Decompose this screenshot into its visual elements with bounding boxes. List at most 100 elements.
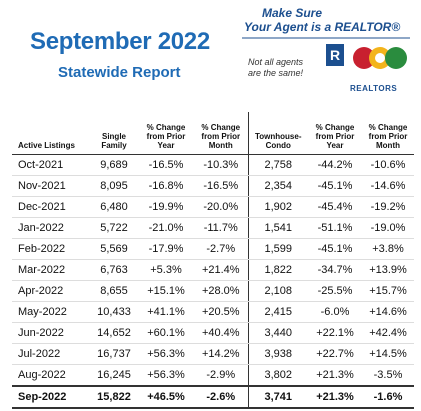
table-cell: -44.2% [308,154,362,176]
table-row: Sep-2022 15,822 +46.5% -2.6% 3,741 +21.3% -1.6… [12,385,414,409]
table-cell: +15.1% [138,280,194,302]
table-cell: -1.6% [362,385,414,409]
table-cell: -2.7% [194,238,248,260]
column-header: Active Listings [12,112,90,155]
table-cell: Dec-2021 [12,196,90,218]
table-cell: +5.3% [138,259,194,281]
table-cell: +13.9% [362,259,414,281]
table-cell: 6,763 [90,259,138,281]
table-cell: -16.5% [194,175,248,197]
table-row: Feb-2022 5,569 -17.9% -2.7% 1,599 -45.1% +3.8% [12,238,414,260]
table-cell: Feb-2022 [12,238,90,260]
table-cell: -10.6% [362,154,414,176]
table-cell: Mar-2022 [12,259,90,281]
table-cell: 3,938 [247,343,308,365]
table-cell: -20.0% [194,196,248,218]
table-cell: -21.0% [138,217,194,239]
table-cell: 5,569 [90,238,138,260]
table-cell: -16.5% [138,154,194,176]
table-cell: 2,758 [247,154,308,176]
table-cell: +41.1% [138,301,194,323]
table-cell: 1,902 [247,196,308,218]
table-cell: -34.7% [308,259,362,281]
table-cell: +56.3% [138,364,194,387]
table-cell: 3,741 [247,385,308,409]
table-row: May-2022 10,433 +41.1% +20.5% 2,415 -6.0% +14.… [12,301,414,323]
column-header: Townhouse-Condo [247,112,308,155]
table-cell: +14.2% [194,343,248,365]
logo-text: Make Sure [262,6,323,20]
table-cell: Nov-2021 [12,175,90,197]
table-cell: 1,541 [247,217,308,239]
table-cell: +46.5% [138,385,194,409]
table-cell: -45.1% [308,175,362,197]
table-row: Dec-2021 6,480 -19.9% -20.0% 1,902 -45.4% -19.… [12,196,414,218]
title: September 2022 [30,28,210,55]
table-cell: +42.4% [362,322,414,344]
table-cell: -19.2% [362,196,414,218]
table-cell: 8,655 [90,280,138,302]
logo-text: are the same! [248,68,304,78]
table-cell: -17.9% [138,238,194,260]
table-cell: -11.7% [194,217,248,239]
header-row: Active Listings Single Family % Change fro… [12,112,414,155]
table-cell: +14.6% [362,301,414,323]
table-cell: +15.7% [362,280,414,302]
table-row: Mar-2022 6,763 +5.3% +21.4% 1,822 -34.7% +13.9… [12,259,414,281]
subtitle: Statewide Report [58,64,181,81]
table-row: Apr-2022 8,655 +15.1% +28.0% 2,108 -25.5% +15.… [12,280,414,302]
table-row: Oct-2021 9,689 -16.5% -10.3% 2,758 -44.2% -10.… [12,154,414,176]
table-cell: 3,440 [247,322,308,344]
table-cell: -45.4% [308,196,362,218]
svg-text:R: R [330,47,340,63]
logo-text: REALTORS [350,84,398,93]
table-cell: 3,802 [247,364,308,387]
table-cell: +22.1% [308,322,362,344]
table-cell: +56.3% [138,343,194,365]
table-cell: -3.5% [362,364,414,387]
logo-graphics: R [242,37,410,69]
table-cell: -16.8% [138,175,194,197]
table-cell: -19.9% [138,196,194,218]
table-cell: -2.6% [194,385,248,409]
table-cell: +60.1% [138,322,194,344]
table-cell: Jul-2022 [12,343,90,365]
table-cell: 6,480 [90,196,138,218]
logo-text: Not all agents [248,57,304,67]
table-cell: +20.5% [194,301,248,323]
table-cell: 2,415 [247,301,308,323]
table-cell: Jun-2022 [12,322,90,344]
table-cell: 15,822 [90,385,138,409]
table-cell: -51.1% [308,217,362,239]
table-cell: -2.9% [194,364,248,387]
listings-table: Active Listings Single Family % Change fro… [12,112,414,409]
table-cell: 10,433 [90,301,138,323]
table-cell: -14.6% [362,175,414,197]
table-cell: 8,095 [90,175,138,197]
column-header: % Change from Prior Year [308,112,362,155]
table-cell: 9,689 [90,154,138,176]
table-row: Jun-2022 14,652 +60.1% +40.4% 3,440 +22.1% +42… [12,322,414,344]
table-cell: +21.4% [194,259,248,281]
table-cell: Sep-2022 [12,385,90,409]
column-header: Single Family [90,112,138,155]
logo-text: Your Agent is a REALTOR® [244,20,401,34]
table-cell: 16,245 [90,364,138,387]
table-cell: +21.3% [308,364,362,387]
table-cell: Oct-2021 [12,154,90,176]
table-cell: -45.1% [308,238,362,260]
table-cell: Aug-2022 [12,364,90,387]
table-cell: 1,822 [247,259,308,281]
table-cell: 2,108 [247,280,308,302]
table-row: Jul-2022 16,737 +56.3% +14.2% 3,938 +22.7% +14… [12,343,414,365]
table-cell: -25.5% [308,280,362,302]
table-cell: 1,599 [247,238,308,260]
column-header: % Change from Prior Month [362,112,414,155]
table-cell: +28.0% [194,280,248,302]
table-cell: May-2022 [12,301,90,323]
table-cell: +14.5% [362,343,414,365]
table-cell: +40.4% [194,322,248,344]
column-header: % Change from Prior Month [194,112,248,155]
table-cell: 2,354 [247,175,308,197]
